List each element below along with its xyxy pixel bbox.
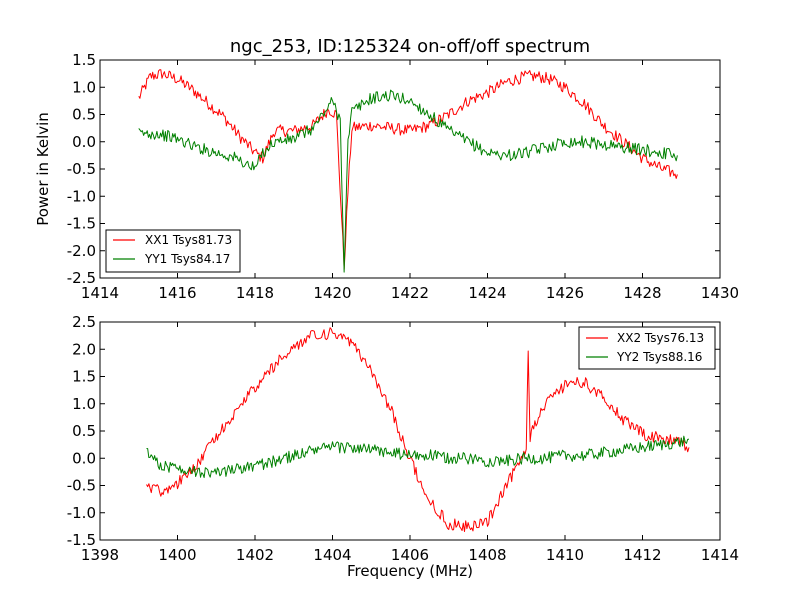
top-y-axis-label: Power in Kelvin [34, 112, 52, 226]
bottom-x-tick-label: 1410 [546, 546, 584, 564]
bottom-x-tick-label: 1402 [236, 546, 274, 564]
top-x-axis: 1414 1416 1418 1420 1422 1424 1426 1428 1430 [81, 60, 739, 302]
top-legend: XX1 Tsys81.73 YY1 Tsys84.17 [105, 229, 241, 273]
bottom-y-tick-label: 1.5 [72, 368, 96, 386]
top-x-tick-label: 1422 [391, 284, 429, 302]
top-y-tick-label: -0.5 [67, 160, 96, 178]
bottom-y-tick-label: -1.0 [67, 504, 96, 522]
top-y-tick-label: -1.0 [67, 187, 96, 205]
top-y-tick-label: -2.0 [67, 242, 96, 260]
bottom-x-tick-label: 1400 [158, 546, 196, 564]
bottom-y-tick-label: 2.5 [72, 313, 96, 331]
top-y-tick-label: 1.0 [72, 78, 96, 96]
bottom-x-tick-label: 1412 [623, 546, 661, 564]
bottom-y-tick-label: -1.5 [67, 531, 96, 549]
top-x-tick-label: 1430 [701, 284, 739, 302]
top-y-tick-label: 1.5 [72, 51, 96, 69]
bottom-legend-label-yy2: YY2 Tsys88.16 [616, 350, 702, 364]
bottom-plot-panel: 1398 1400 1402 1404 1406 1408 1410 1412 1414 -1.… [67, 313, 739, 580]
top-legend-box [105, 229, 241, 273]
bottom-y-tick-label: 1.0 [72, 395, 96, 413]
bottom-y-tick-label: 2.0 [72, 340, 96, 358]
top-legend-label-yy1: YY1 Tsys84.17 [144, 252, 230, 266]
top-x-tick-label: 1426 [546, 284, 584, 302]
bottom-x-tick-label: 1398 [81, 546, 119, 564]
top-x-tick-label: 1414 [81, 284, 119, 302]
bottom-x-tick-label: 1406 [391, 546, 429, 564]
bottom-x-tick-label: 1404 [313, 546, 351, 564]
bottom-legend-label-xx2: XX2 Tsys76.13 [617, 331, 704, 345]
bottom-x-axis-label: Frequency (MHz) [347, 562, 473, 580]
bottom-y-axis: -1.5 -1.0 -0.5 0.0 0.5 1.0 1.5 2.0 2.5 [67, 313, 720, 549]
bottom-legend-box [578, 326, 716, 370]
top-series-line-yy1 [138, 89, 678, 273]
bottom-y-tick-label: 0.5 [72, 422, 96, 440]
top-legend-label-xx1: XX1 Tsys81.73 [145, 233, 232, 247]
top-series-lines [138, 69, 678, 273]
top-x-tick-label: 1424 [468, 284, 506, 302]
top-series-line-xx1 [138, 69, 678, 270]
bottom-x-axis: 1398 1400 1402 1404 1406 1408 1410 1412 1414 [81, 322, 739, 564]
top-chart-title: ngc_253, ID:125324 on-off/off spectrum [230, 36, 590, 57]
top-x-tick-label: 1416 [158, 284, 196, 302]
top-y-tick-label: 0.0 [72, 133, 96, 151]
top-x-tick-label: 1428 [623, 284, 661, 302]
top-y-tick-label: -2.5 [67, 269, 96, 287]
top-x-tick-label: 1418 [236, 284, 274, 302]
top-y-axis: -2.5 -2.0 -1.5 -1.0 -0.5 0.0 0.5 1.0 1.5 [67, 51, 720, 287]
top-y-tick-label: 0.5 [72, 106, 96, 124]
bottom-series-line-yy2 [146, 435, 690, 479]
bottom-legend: XX2 Tsys76.13 YY2 Tsys88.16 [578, 326, 716, 370]
bottom-x-tick-label: 1408 [468, 546, 506, 564]
bottom-y-tick-label: -0.5 [67, 477, 96, 495]
top-y-tick-label: -1.5 [67, 215, 96, 233]
bottom-series-line-xx2 [146, 327, 690, 533]
bottom-y-tick-label: 0.0 [72, 449, 96, 467]
top-x-tick-label: 1420 [313, 284, 351, 302]
top-plot-panel: 1414 1416 1418 1420 1422 1424 1426 1428 1430 -2.… [34, 36, 739, 302]
bottom-x-tick-label: 1414 [701, 546, 739, 564]
bottom-series-lines [146, 327, 690, 533]
